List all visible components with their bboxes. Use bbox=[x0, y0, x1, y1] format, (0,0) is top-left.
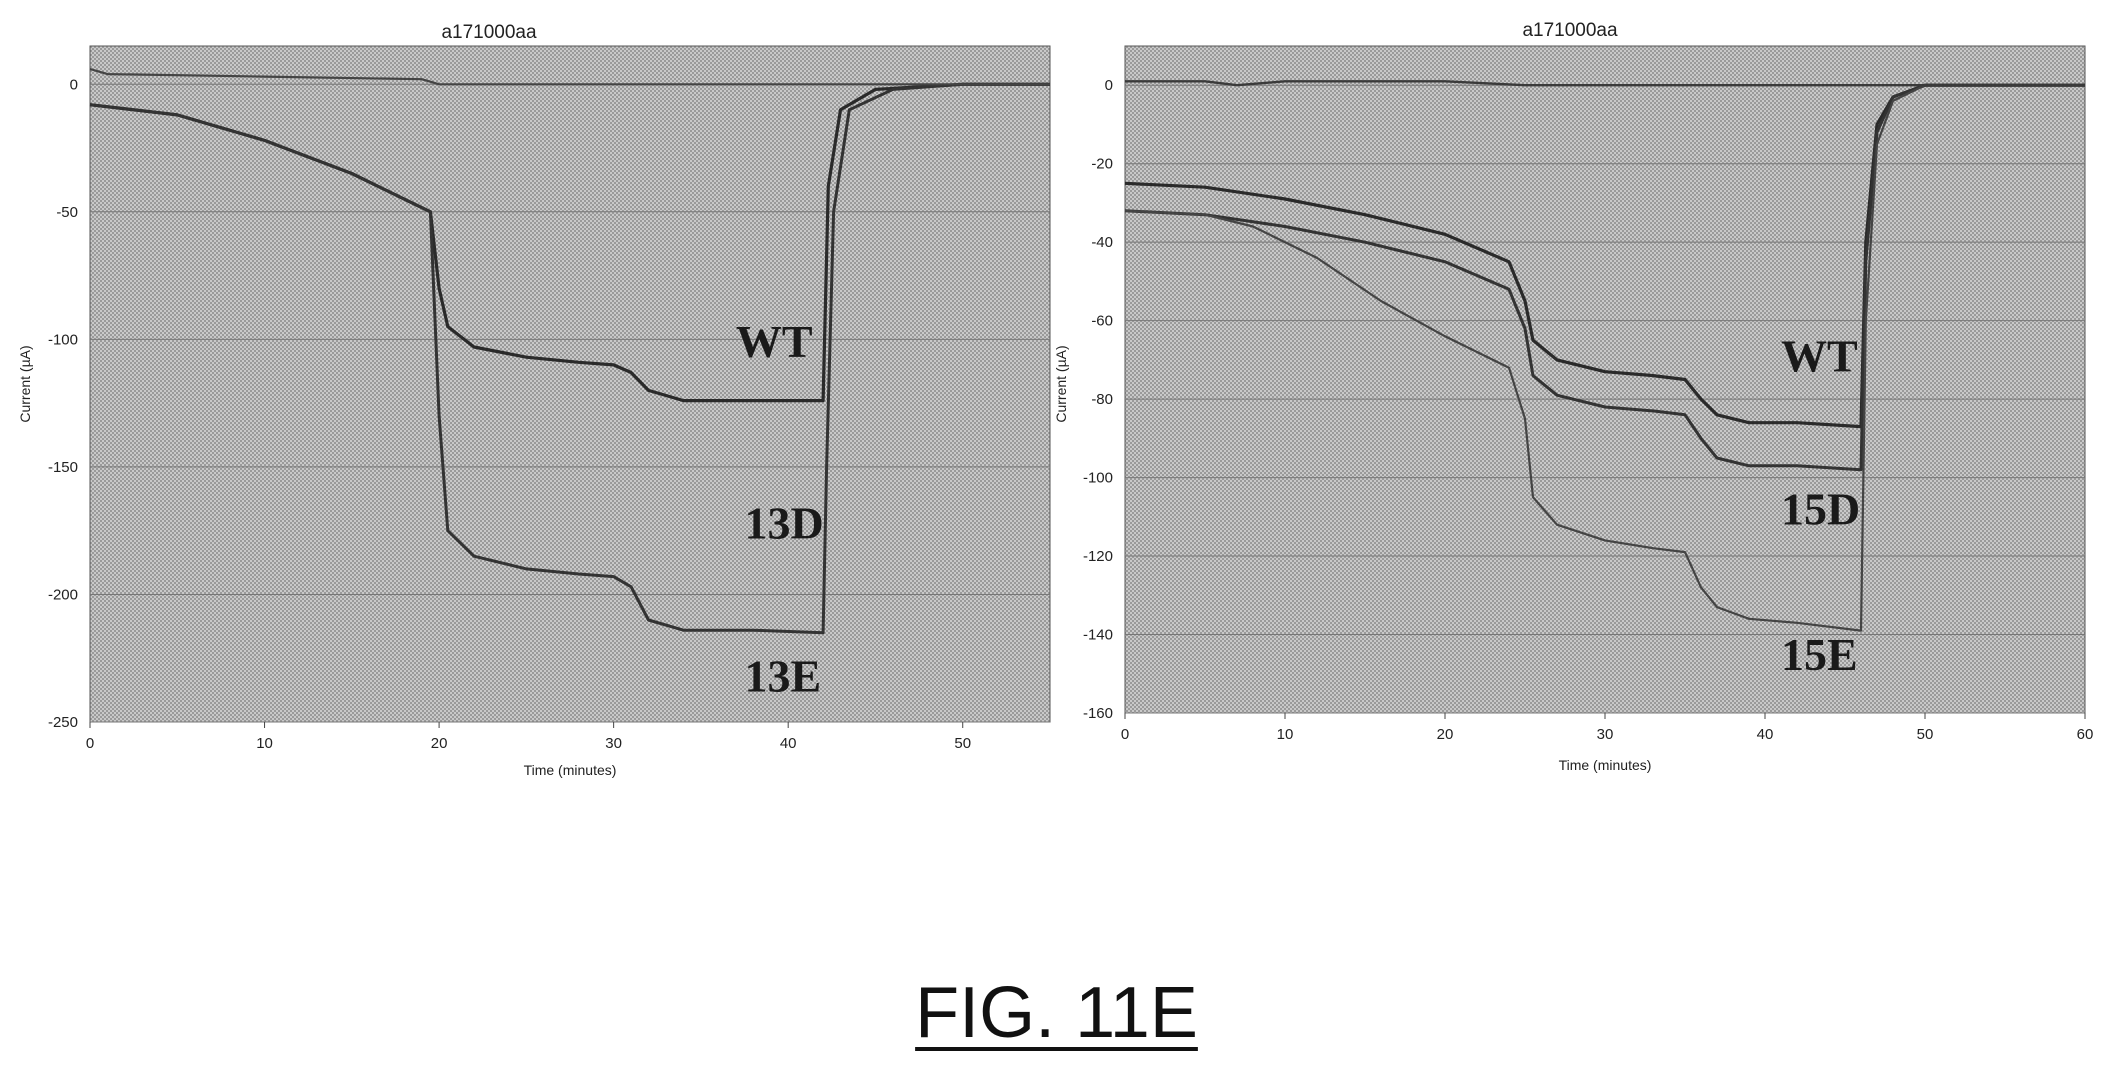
chart-right-x-tick-label: 30 bbox=[1597, 726, 1614, 743]
chart-right-annotation-15e: 15E bbox=[1781, 629, 1858, 680]
chart-right-series-line-baseline bbox=[1125, 80, 2085, 87]
chart-right: a171000aa 0-20-40-60-80-100-120-140-160 … bbox=[1053, 20, 2093, 773]
chart-right-series bbox=[1124, 80, 2085, 632]
chart-right-series-line-15d bbox=[1124, 83, 2085, 472]
chart-right-y-tick-label: 0 bbox=[1105, 77, 1113, 94]
chart-left-series-line-13e bbox=[89, 67, 1050, 86]
chart-left-annotation-13e: 13E bbox=[745, 650, 822, 701]
chart-left-y-tick-label: -200 bbox=[48, 586, 78, 603]
chart-left-y-tick-label: -150 bbox=[48, 459, 78, 476]
chart-right-x-axis-label: Time (minutes) bbox=[1559, 757, 1652, 773]
chart-right-y-tick-label: -60 bbox=[1091, 313, 1113, 330]
chart-left-x-tick-label: 0 bbox=[86, 735, 94, 752]
chart-left-annotation-wt: WT bbox=[736, 316, 813, 367]
chart-left-x-tick-label: 40 bbox=[780, 735, 797, 752]
chart-left-x-axis-label: Time (minutes) bbox=[524, 762, 617, 778]
chart-right-series-line-15e bbox=[1124, 84, 2085, 632]
chart-right-annotation-wt: WT bbox=[1781, 331, 1858, 382]
chart-left-plot-area bbox=[89, 45, 1051, 723]
chart-left-y-tick-label: 0 bbox=[70, 76, 78, 93]
chart-right-x-ticks: 0 10 20 30 40 50 60 bbox=[1121, 713, 2094, 743]
chart-left-x-tick-label: 10 bbox=[256, 735, 273, 752]
chart-right-y-tick-label: -100 bbox=[1083, 470, 1113, 487]
chart-left-y-tick-label: -250 bbox=[48, 714, 78, 731]
chart-right-y-axis-label: Current (µA) bbox=[1053, 345, 1069, 422]
chart-left-x-tick-label: 30 bbox=[605, 735, 622, 752]
chart-left-y-tick-label: -50 bbox=[56, 204, 78, 221]
chart-right-y-tick-label: -120 bbox=[1083, 548, 1113, 565]
chart-left-series-line-13d bbox=[89, 82, 1050, 635]
chart-left-y-tick-label: -100 bbox=[48, 331, 78, 348]
chart-left-y-axis-label: Current (µA) bbox=[17, 345, 33, 422]
chart-left-y-ticks: 0 -50 -100 -150 -200 -250 bbox=[48, 76, 78, 731]
chart-right-x-tick-label: 40 bbox=[1757, 726, 1774, 743]
chart-right-annotation-15d: 15D bbox=[1781, 484, 1860, 535]
chart-right-series-line-wt bbox=[1124, 83, 2085, 429]
chart-right-x-tick-label: 50 bbox=[1917, 726, 1934, 743]
chart-right-y-tick-label: -80 bbox=[1091, 391, 1113, 408]
chart-right-annotations: WT 15D 15E bbox=[1781, 331, 1860, 680]
chart-left-x-tick-label: 50 bbox=[954, 735, 971, 752]
chart-left-series bbox=[89, 67, 1050, 635]
chart-right-title: a171000aa bbox=[1522, 20, 1618, 41]
chart-right-plot-area bbox=[1124, 45, 2086, 714]
chart-right-x-tick-label: 0 bbox=[1121, 726, 1129, 743]
chart-left: a171000aa 0 -50 -100 -150 -200 -250 0 10 20 30 40… bbox=[17, 22, 1051, 778]
chart-right-x-tick-label: 10 bbox=[1277, 726, 1294, 743]
chart-left-annotation-13d: 13D bbox=[745, 497, 824, 548]
chart-left-annotations: WT 13D 13E bbox=[736, 316, 824, 701]
chart-right-x-tick-label: 60 bbox=[2077, 726, 2094, 743]
chart-right-y-tick-label: -20 bbox=[1091, 156, 1113, 173]
chart-left-x-ticks: 0 10 20 30 40 50 bbox=[86, 722, 971, 752]
figure-caption: FIG. 11E bbox=[915, 973, 1198, 1053]
chart-right-y-tick-label: -40 bbox=[1091, 234, 1113, 251]
chart-right-y-tick-label: -160 bbox=[1083, 705, 1113, 722]
chart-left-title: a171000aa bbox=[441, 22, 537, 43]
chart-right-x-tick-label: 20 bbox=[1437, 726, 1454, 743]
chart-left-x-tick-label: 20 bbox=[431, 735, 448, 752]
chart-right-y-tick-label: -140 bbox=[1083, 627, 1113, 644]
chart-right-y-ticks: 0 -20 -40 -60 -80 -100 -120 -140 -160 bbox=[1083, 77, 1113, 722]
